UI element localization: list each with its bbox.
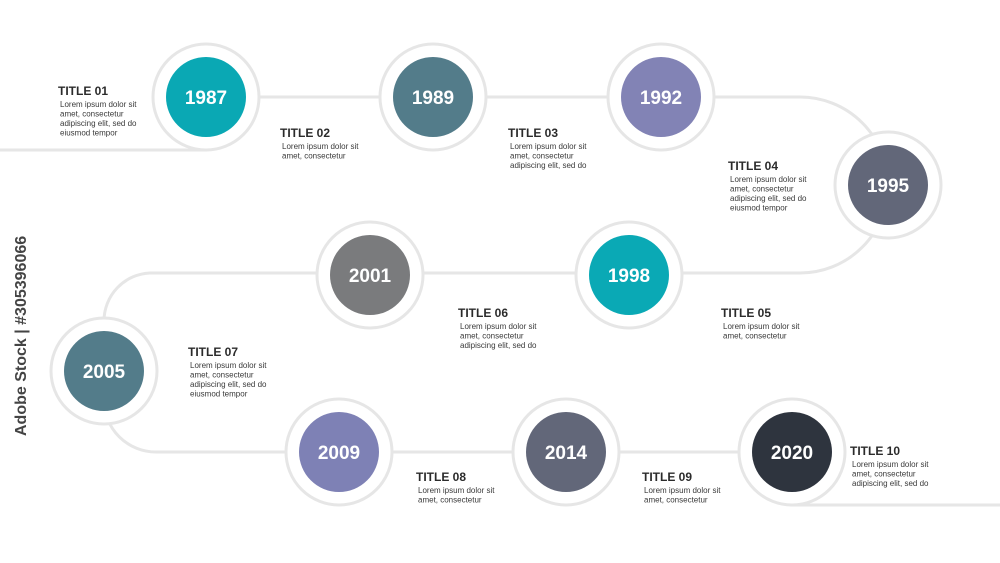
node-title: TITLE 09: [642, 470, 692, 484]
node-text: amet, consectetur: [852, 470, 916, 479]
node-text: Lorem ipsum dolor sit: [723, 322, 800, 331]
node-year: 2005: [83, 362, 126, 383]
node-year: 1998: [608, 266, 650, 287]
node-circle: [621, 57, 701, 137]
node-text: eiusmod tempor: [190, 390, 248, 399]
node-text: adipiscing elit, sed do: [190, 380, 267, 389]
node-year: 2009: [318, 443, 360, 464]
node-circle: [752, 412, 832, 492]
node-text: amet, consectetur: [418, 496, 482, 505]
node-year: 1992: [640, 88, 682, 109]
node-text: adipiscing elit, sed do: [60, 119, 137, 128]
node-text: adipiscing elit, sed do: [460, 341, 537, 350]
node-text: adipiscing elit, sed do: [852, 479, 929, 488]
node-text: amet, consectetur: [730, 185, 794, 194]
node-text: amet, consectetur: [644, 496, 708, 505]
watermark: Adobe Stock | #305396066: [13, 236, 30, 436]
node-text: amet, consectetur: [723, 332, 787, 341]
node-text: Lorem ipsum dolor sit: [282, 142, 359, 151]
node-title: TITLE 07: [188, 345, 238, 359]
node-text: amet, consectetur: [282, 152, 346, 161]
node-year: 1995: [867, 176, 910, 197]
node-text: eiusmod tempor: [730, 204, 788, 213]
node-year: 1987: [185, 88, 227, 109]
node-year: 2014: [545, 443, 588, 464]
node-text: adipiscing elit, sed do: [730, 194, 807, 203]
node-text: adipiscing elit, sed do: [510, 161, 587, 170]
node-text: Lorem ipsum dolor sit: [852, 460, 929, 469]
node-text: Lorem ipsum dolor sit: [510, 142, 587, 151]
node-circle: [64, 331, 144, 411]
node-title: TITLE 01: [58, 84, 108, 98]
node-text: amet, consectetur: [190, 371, 254, 380]
node-circle: [589, 235, 669, 315]
node-text: Lorem ipsum dolor sit: [60, 100, 137, 109]
node-text: Lorem ipsum dolor sit: [730, 175, 807, 184]
node-text: amet, consectetur: [460, 332, 524, 341]
node-circle: [848, 145, 928, 225]
node-title: TITLE 03: [508, 126, 558, 140]
node-title: TITLE 02: [280, 126, 330, 140]
node-year: 2001: [349, 266, 392, 287]
route: [0, 95, 1000, 507]
node-title: TITLE 05: [721, 306, 771, 320]
node-text: Lorem ipsum dolor sit: [418, 486, 495, 495]
node-circle: [393, 57, 473, 137]
node-circle: [526, 412, 606, 492]
node-circle: [299, 412, 379, 492]
node-text: Lorem ipsum dolor sit: [644, 486, 721, 495]
node-title: TITLE 04: [728, 159, 778, 173]
node-text: Lorem ipsum dolor sit: [460, 322, 537, 331]
node-text: amet, consectetur: [510, 152, 574, 161]
node-year: 2020: [771, 443, 813, 464]
node-circle: [166, 57, 246, 137]
node-title: TITLE 10: [850, 444, 900, 458]
node-year: 1989: [412, 88, 454, 109]
node-text: Lorem ipsum dolor sit: [190, 361, 267, 370]
node-text: eiusmod tempor: [60, 129, 118, 138]
node-circle: [330, 235, 410, 315]
node-title: TITLE 06: [458, 306, 508, 320]
node-text: amet, consectetur: [60, 110, 124, 119]
node-title: TITLE 08: [416, 470, 466, 484]
